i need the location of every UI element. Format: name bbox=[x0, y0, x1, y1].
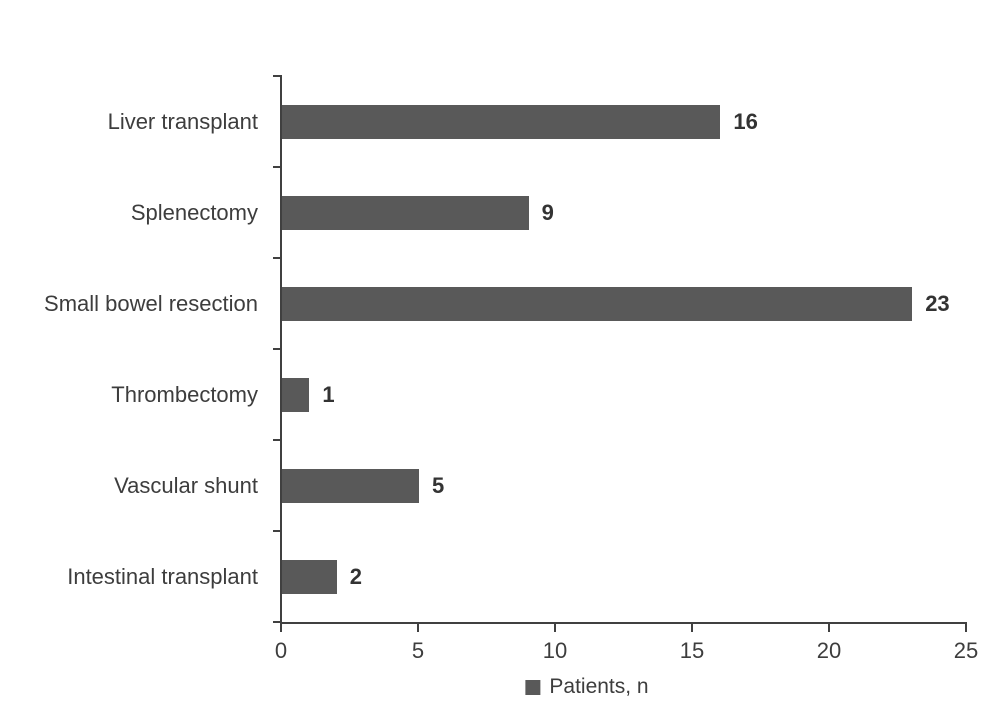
y-axis-tick bbox=[273, 621, 282, 623]
x-axis-tick bbox=[280, 624, 282, 632]
x-axis-tick bbox=[828, 624, 830, 632]
category-label: Intestinal transplant bbox=[67, 563, 258, 589]
value-label: 23 bbox=[925, 290, 950, 316]
y-axis-tick bbox=[273, 439, 282, 441]
x-axis-tick bbox=[417, 624, 419, 632]
bar-small-bowel-resection bbox=[282, 286, 913, 321]
category-label: Thrombectomy bbox=[111, 381, 258, 407]
value-label: 9 bbox=[541, 199, 554, 225]
x-axis-tick bbox=[554, 624, 556, 632]
x-axis-tick-label: 10 bbox=[542, 638, 568, 663]
value-label: 1 bbox=[322, 381, 335, 407]
bar-thrombectomy bbox=[282, 377, 310, 412]
value-label: 2 bbox=[349, 563, 363, 589]
bar-vascular-shunt bbox=[282, 468, 419, 503]
x-axis-tick-label: 15 bbox=[679, 638, 705, 663]
legend-swatch-icon bbox=[525, 679, 541, 695]
value-label: 16 bbox=[733, 108, 758, 134]
x-axis-tick bbox=[691, 624, 693, 632]
plot-area bbox=[280, 76, 967, 624]
category-label: Liver transplant bbox=[107, 108, 258, 134]
x-axis-tick bbox=[965, 624, 967, 632]
bar-splenectomy bbox=[282, 195, 529, 230]
bar-intestinal-transplant bbox=[282, 559, 337, 594]
value-label: 5 bbox=[432, 472, 445, 498]
legend-label: Patients, n bbox=[549, 675, 649, 698]
legend: Patients, n bbox=[525, 675, 649, 699]
category-label: Small bowel resection bbox=[44, 290, 258, 316]
category-label: Splenectomy bbox=[130, 199, 258, 225]
x-axis-tick-label: 20 bbox=[816, 638, 842, 663]
y-axis-tick bbox=[273, 257, 282, 259]
y-axis-tick bbox=[273, 348, 282, 350]
x-axis-tick-label: 5 bbox=[411, 638, 425, 663]
y-axis-tick bbox=[273, 530, 282, 532]
y-axis-tick bbox=[273, 166, 282, 168]
x-axis-tick-label: 0 bbox=[274, 638, 288, 663]
bar-liver-transplant bbox=[282, 104, 721, 139]
x-axis-tick-label: 25 bbox=[953, 638, 979, 663]
y-axis-tick bbox=[273, 75, 282, 77]
category-label: Vascular shunt bbox=[114, 472, 258, 498]
